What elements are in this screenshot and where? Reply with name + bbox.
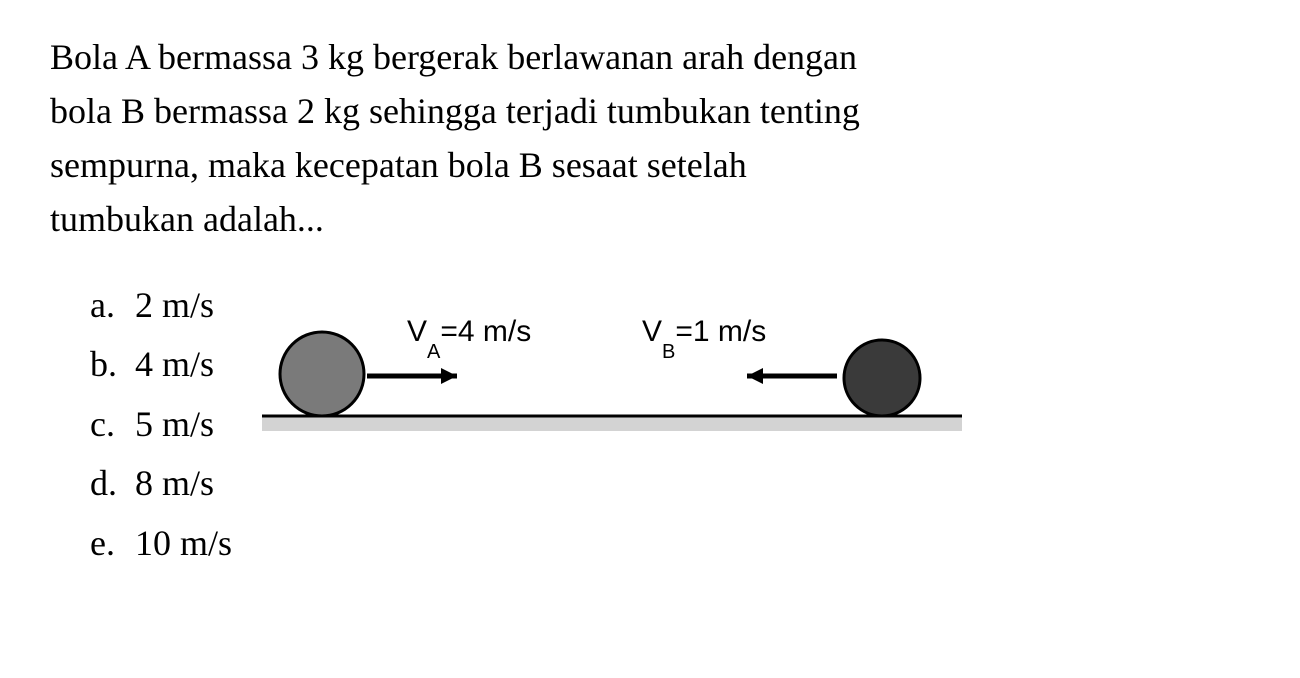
question-line-3: sempurna, maka kecepatan bola B sesaat s… (50, 145, 747, 185)
option-letter: d. (90, 454, 120, 513)
option-text: 2 m/s (135, 276, 214, 335)
option-text: 5 m/s (135, 395, 214, 454)
option-text: 4 m/s (135, 335, 214, 394)
option-d: d. 8 m/s (90, 454, 232, 513)
option-e: e. 10 m/s (90, 514, 232, 573)
option-b: b. 4 m/s (90, 335, 232, 394)
physics-diagram: VA=4 m/s VB=1 m/s (262, 286, 962, 456)
collision-diagram-svg: VA=4 m/s VB=1 m/s (262, 286, 962, 456)
option-letter: a. (90, 276, 120, 335)
content-row: a. 2 m/s b. 4 m/s c. 5 m/s d. 8 m/s e. 1… (50, 276, 1250, 573)
question-line-4: tumbukan adalah... (50, 199, 324, 239)
question-text: Bola A bermassa 3 kg bergerak berlawanan… (50, 30, 1250, 246)
svg-text:VA=4 m/s: VA=4 m/s (407, 315, 531, 363)
option-letter: e. (90, 514, 120, 573)
option-letter: c. (90, 395, 120, 454)
question-line-2: bola B bermassa 2 kg sehingga terjadi tu… (50, 91, 860, 131)
question-line-1: Bola A bermassa 3 kg bergerak berlawanan… (50, 37, 857, 77)
option-text: 8 m/s (135, 454, 214, 513)
option-letter: b. (90, 335, 120, 394)
options-list: a. 2 m/s b. 4 m/s c. 5 m/s d. 8 m/s e. 1… (50, 276, 232, 573)
option-text: 10 m/s (135, 514, 232, 573)
svg-text:VB=1 m/s: VB=1 m/s (642, 315, 766, 363)
option-c: c. 5 m/s (90, 395, 232, 454)
option-a: a. 2 m/s (90, 276, 232, 335)
